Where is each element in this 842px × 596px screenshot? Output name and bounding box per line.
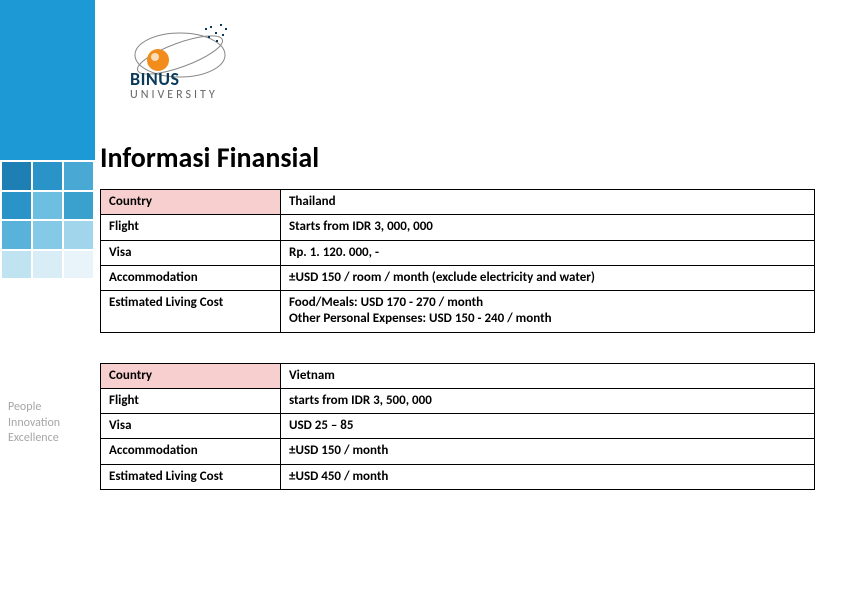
table-row: VisaUSD 25 – 85: [101, 414, 815, 439]
tbody: CountryVietnamFlightstarts from IDR 3, 5…: [101, 363, 815, 489]
table-row: Accommodation±USD 150 / room / month (ex…: [101, 265, 815, 290]
table-row: Flightstarts from IDR 3, 500, 000: [101, 388, 815, 413]
row-value: ±USD 150 / month: [281, 439, 815, 464]
row-value: Food/Meals: USD 170 - 270 / month Other …: [281, 291, 815, 333]
row-label: Flight: [101, 215, 281, 240]
table-row: VisaRp. 1. 120. 000, -: [101, 240, 815, 265]
table-row: FlightStarts from IDR 3, 000, 000: [101, 215, 815, 240]
table-row: Estimated Living CostFood/Meals: USD 170…: [101, 291, 815, 333]
financial-table-2: CountryVietnamFlightstarts from IDR 3, 5…: [100, 363, 815, 490]
row-label: Country: [101, 190, 281, 215]
sidebar-top-block: [0, 0, 95, 160]
row-label: Visa: [101, 414, 281, 439]
main-content: Informasi Finansial CountryThailandFligh…: [100, 140, 820, 520]
table-row: Accommodation±USD 150 / month: [101, 439, 815, 464]
sidebar: People Innovation Excellence: [0, 0, 95, 596]
row-value: ±USD 450 / month: [281, 464, 815, 489]
table-row: CountryVietnam: [101, 363, 815, 388]
table-row: CountryThailand: [101, 190, 815, 215]
motto-line: Innovation: [8, 416, 60, 432]
row-value: ±USD 150 / room / month (exclude electri…: [281, 265, 815, 290]
row-label: Accommodation: [101, 265, 281, 290]
financial-table-1: CountryThailandFlightStarts from IDR 3, …: [100, 189, 815, 333]
sidebar-motto: People Innovation Excellence: [8, 400, 60, 447]
row-label: Country: [101, 363, 281, 388]
row-value: Starts from IDR 3, 000, 000: [281, 215, 815, 240]
logo-subname: UNIVERSITY: [130, 88, 218, 102]
row-value: USD 25 – 85: [281, 414, 815, 439]
row-label: Estimated Living Cost: [101, 464, 281, 489]
page-title: Informasi Finansial: [100, 140, 820, 175]
row-value: starts from IDR 3, 500, 000: [281, 388, 815, 413]
row-label: Visa: [101, 240, 281, 265]
row-value: Rp. 1. 120. 000, -: [281, 240, 815, 265]
motto-line: Excellence: [8, 431, 60, 447]
row-label: Accommodation: [101, 439, 281, 464]
row-label: Flight: [101, 388, 281, 413]
logo-text: BINUS UNIVERSITY: [130, 68, 218, 102]
sidebar-mosaic: [0, 160, 95, 280]
tbody: CountryThailandFlightStarts from IDR 3, …: [101, 190, 815, 333]
row-value: Thailand: [281, 190, 815, 215]
binus-logo: [110, 10, 310, 120]
table-row: Estimated Living Cost±USD 450 / month: [101, 464, 815, 489]
row-label: Estimated Living Cost: [101, 291, 281, 333]
motto-line: People: [8, 400, 60, 416]
row-value: Vietnam: [281, 363, 815, 388]
logo-name: BINUS: [130, 68, 180, 90]
